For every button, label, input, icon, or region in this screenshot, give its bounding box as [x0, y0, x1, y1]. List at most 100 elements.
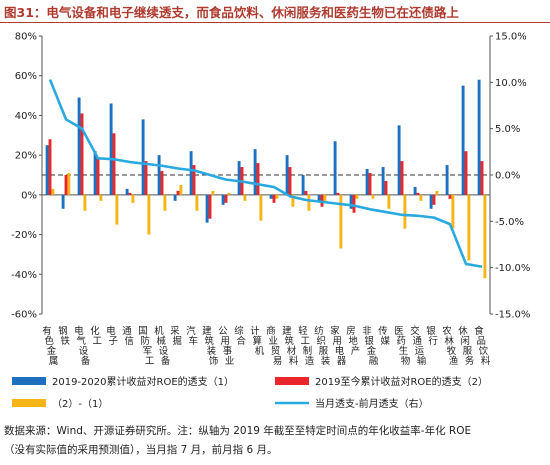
bar-s1-10 — [205, 194, 209, 223]
category-label-27: 食品饮料 — [474, 325, 491, 367]
bar-s1-23 — [413, 186, 417, 195]
right-tick-label: 5.0% — [495, 124, 520, 135]
left-tick-label: -20% — [11, 230, 37, 241]
bar-s1-18 — [333, 141, 337, 195]
category-label-20: 非银金融 — [362, 325, 379, 367]
right-tick-label: 15.0% — [495, 32, 527, 43]
category-label-8: 采掘 — [170, 326, 182, 347]
category-label-14: 商业贸易 — [266, 325, 282, 367]
bar-s2-10 — [208, 194, 212, 219]
bar-line-chart: 80% 60% 40% 20% 0% -20% -40% -60% 15.0% 10.0% 5.0%… — [11, 32, 530, 411]
bar-s1-7 — [157, 155, 161, 195]
bar-s3-14 — [275, 194, 279, 199]
category-label-23: 交通运输 — [410, 325, 427, 367]
bar-s3-11 — [227, 192, 231, 195]
bar-s1-15 — [285, 155, 289, 195]
bar-s1-22 — [397, 125, 401, 195]
category-label-15: 建筑材料 — [282, 325, 299, 367]
bar-s1-17 — [317, 194, 321, 201]
bar-s1-27 — [477, 79, 481, 195]
legend-label-3: 当月透支-前月透支（右） — [315, 397, 429, 410]
bar-s3-1 — [67, 173, 71, 195]
bar-s2-0 — [48, 139, 52, 195]
bar-s3-19 — [355, 194, 359, 199]
source-line-1: 数据来源：Wind、开源证券研究所。注：纵轴为 2019 年截至至特定时间点的年… — [4, 425, 472, 437]
bar-s2-4 — [112, 133, 116, 195]
bar-s1-11 — [221, 194, 225, 205]
bar-s3-12 — [243, 194, 247, 201]
category-label-25: 农林牧渔 — [442, 325, 458, 367]
figure-title: 图31：电气设备和电子继续透支，而食品饮料、休闲服务和医药生物已在还债路上 — [4, 5, 459, 20]
category-label-17: 纺织服装 — [314, 325, 330, 367]
bar-s1-5 — [125, 188, 129, 195]
bar-s1-19 — [349, 194, 353, 209]
category-label-1: 钢铁 — [58, 325, 70, 347]
bar-s2-19 — [352, 194, 356, 213]
bar-s1-0 — [45, 145, 49, 195]
category-label-24: 银行 — [426, 325, 438, 347]
bar-s2-2 — [80, 113, 84, 195]
bar-s1-20 — [365, 169, 369, 195]
bar-s1-16 — [301, 175, 305, 195]
category-label-0: 有色金属 — [42, 325, 58, 367]
legend-swatch-2 — [12, 399, 46, 407]
bar-s2-26 — [464, 151, 468, 195]
bar-s2-8 — [176, 190, 180, 195]
bar-s1-21 — [381, 167, 385, 195]
bar-s2-27 — [480, 161, 484, 195]
bar-s1-24 — [429, 194, 433, 209]
bar-s3-6 — [147, 194, 151, 235]
bar-s2-7 — [160, 171, 164, 195]
bar-s2-23 — [416, 192, 420, 195]
bar-s2-20 — [368, 173, 372, 195]
category-label-4: 电子 — [106, 325, 118, 347]
category-label-12: 综合 — [234, 325, 246, 347]
category-label-13: 计算机 — [250, 325, 264, 357]
bar-s3-23 — [419, 194, 423, 201]
category-label-11: 公用事业 — [218, 326, 234, 367]
category-label-10: 建筑装饰 — [202, 325, 218, 367]
category-label-5: 通信 — [122, 326, 134, 347]
bar-s3-15 — [291, 194, 295, 207]
category-label-16: 轻工制造 — [298, 325, 315, 367]
category-label-18: 家用电器 — [330, 325, 347, 367]
bar-s1-2 — [77, 97, 81, 195]
bar-s3-3 — [99, 194, 103, 201]
bar-s3-24 — [435, 190, 439, 195]
category-label-22: 医药生物 — [394, 326, 410, 367]
bar-s2-11 — [224, 194, 228, 203]
bar-s2-6 — [144, 161, 148, 195]
bar-s3-16 — [307, 194, 311, 211]
bar-s1-26 — [461, 85, 465, 195]
category-label-6: 国防军工 — [138, 326, 154, 367]
bar-s3-17 — [323, 194, 327, 203]
bar-s2-13 — [256, 163, 260, 195]
bar-s1-6 — [141, 119, 145, 195]
bar-s2-3 — [96, 157, 100, 195]
bar-s3-26 — [467, 194, 471, 261]
bar-s2-25 — [448, 194, 452, 199]
bar-s1-12 — [237, 161, 241, 195]
bar-s3-21 — [387, 194, 391, 209]
legend-swatch-0 — [12, 377, 46, 385]
bar-s1-8 — [173, 194, 177, 201]
left-tick-label: -40% — [11, 270, 37, 281]
bar-s2-15 — [288, 167, 292, 195]
bar-s2-24 — [432, 194, 436, 205]
left-tick-label: 20% — [15, 151, 37, 162]
bar-s1-1 — [61, 194, 65, 209]
source-line-2: （没有实际值的采用预测值），当月指 7 月，前月指 6 月。 — [4, 444, 278, 456]
bar-s2-22 — [400, 161, 404, 195]
bar-s3-9 — [195, 194, 199, 211]
left-tick-label: 80% — [15, 32, 37, 43]
right-tick-label: -15.0% — [495, 310, 530, 321]
category-label-2: 电气设备 — [74, 325, 91, 367]
bar-s3-25 — [451, 194, 455, 229]
category-label-9: 汽车 — [186, 325, 198, 347]
bar-s2-14 — [272, 194, 276, 203]
category-label-7: 机械设备 — [154, 325, 171, 367]
right-tick-label: -10.0% — [495, 263, 530, 274]
left-tick-label: -60% — [11, 310, 37, 321]
bar-s3-27 — [483, 194, 487, 279]
bar-s3-5 — [131, 194, 135, 203]
